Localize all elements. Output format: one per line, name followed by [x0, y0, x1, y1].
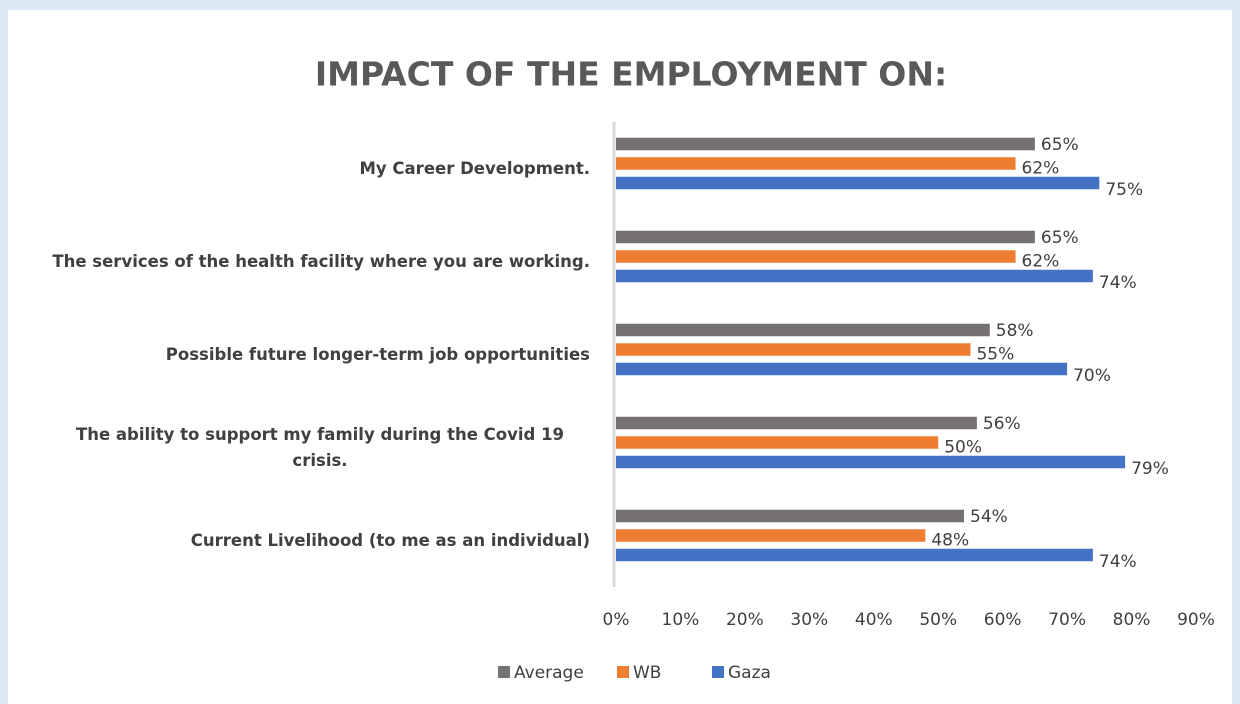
- x-tick-label: 80%: [1113, 610, 1151, 630]
- category-label: Current Livelihood (to me as an individu…: [190, 530, 590, 550]
- category-label: The ability to support my family during …: [75, 424, 565, 470]
- legend-swatch: [712, 666, 724, 678]
- value-label: 58%: [996, 321, 1034, 341]
- bar: [616, 343, 971, 356]
- bar: [616, 529, 926, 542]
- bar: [616, 548, 1093, 562]
- value-label: 56%: [983, 414, 1021, 434]
- value-label: 70%: [1073, 366, 1111, 386]
- value-label: 62%: [1022, 159, 1060, 179]
- bar: [616, 137, 1035, 151]
- x-tick-label: 10%: [662, 610, 700, 630]
- bar: [616, 269, 1093, 283]
- bar: [616, 157, 1016, 170]
- value-label: 48%: [931, 531, 969, 551]
- legend-swatch: [617, 666, 629, 678]
- category-label: The services of the health facility wher…: [52, 251, 590, 271]
- value-label: 75%: [1105, 180, 1143, 200]
- category-label: My Career Development.: [359, 158, 590, 178]
- value-label: 65%: [1041, 228, 1079, 248]
- bar: [616, 323, 990, 337]
- bar: [616, 250, 1016, 263]
- value-label: 54%: [970, 507, 1008, 527]
- value-label: 74%: [1099, 552, 1137, 572]
- x-tick-label: 20%: [726, 610, 764, 630]
- x-tick-label: 40%: [855, 610, 893, 630]
- bar: [616, 436, 939, 449]
- x-tick-label: 70%: [1048, 610, 1086, 630]
- legend-label: WB: [633, 663, 661, 683]
- chart-panel: [8, 10, 1232, 704]
- value-label: 74%: [1099, 273, 1137, 293]
- value-label: 50%: [944, 438, 982, 458]
- bar: [616, 230, 1035, 244]
- chart-title: IMPACT OF THE EMPLOYMENT ON:: [315, 55, 947, 94]
- value-label: 62%: [1022, 252, 1060, 272]
- value-label: 55%: [976, 345, 1014, 365]
- bar: [616, 362, 1068, 376]
- legend-swatch: [498, 666, 510, 678]
- legend-label: Gaza: [728, 663, 771, 683]
- x-tick-label: 90%: [1177, 610, 1215, 630]
- x-tick-label: 0%: [603, 610, 630, 630]
- x-tick-label: 50%: [919, 610, 957, 630]
- legend-label: Average: [514, 663, 584, 683]
- x-tick-label: 30%: [790, 610, 828, 630]
- value-label: 65%: [1041, 135, 1079, 155]
- bar: [616, 416, 977, 430]
- bar: [616, 509, 964, 523]
- x-tick-label: 60%: [984, 610, 1022, 630]
- bar: [616, 176, 1100, 190]
- value-label: 79%: [1131, 459, 1169, 479]
- bar: [616, 455, 1126, 469]
- category-label: Possible future longer-term job opportun…: [165, 344, 590, 364]
